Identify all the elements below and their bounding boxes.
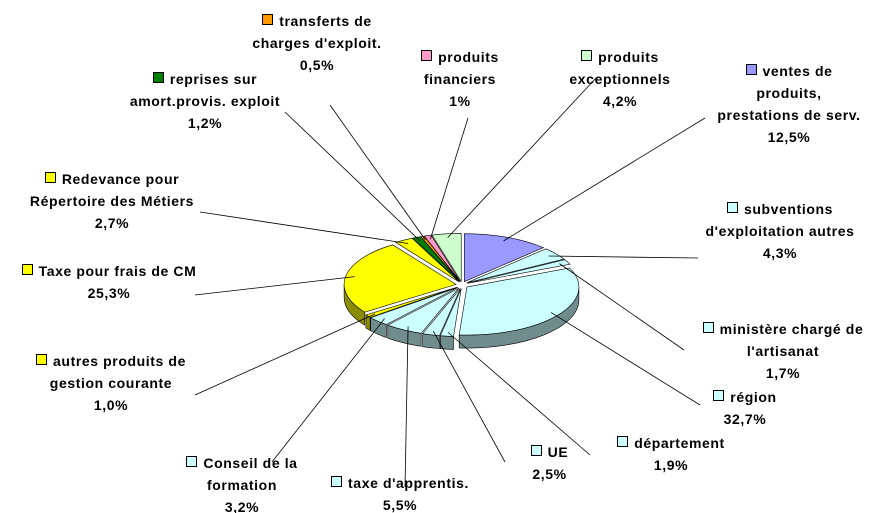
label-name: ventes de produits, prestations de serv.: [717, 63, 861, 123]
data-label: reprises sur amort.provis. exploit 1,2%: [120, 68, 290, 134]
data-label: autres produits de gestion courante 1,0%: [16, 350, 206, 416]
legend-swatch: [745, 64, 757, 75]
slice: [458, 267, 580, 336]
legend-swatch: [581, 50, 593, 61]
leader-line: [548, 255, 699, 259]
slice: [431, 233, 462, 283]
label-name: taxe d'apprentis.: [348, 475, 469, 491]
slice: [467, 259, 571, 284]
leader-line: [429, 117, 469, 240]
legend-swatch: [713, 390, 725, 401]
label-value: 3,2%: [224, 499, 260, 513]
label-value: 4,2%: [602, 93, 638, 109]
legend-swatch: [44, 172, 56, 183]
label-name: subventions d'exploitation autres: [705, 201, 855, 239]
data-label: Conseil de la formation 3,2%: [152, 452, 332, 513]
legend-swatch: [262, 14, 274, 25]
leader-line: [194, 276, 355, 296]
label-name: Redevance pour Répertoire des Métiers: [29, 171, 195, 209]
slice: [466, 248, 565, 284]
legend-swatch: [726, 202, 738, 213]
label-value: 1%: [449, 93, 471, 109]
data-label: département 1,9%: [596, 432, 746, 476]
slice: [463, 233, 545, 283]
legend-swatch: [21, 264, 33, 275]
label-value: 4,3%: [762, 245, 798, 261]
label-name: ministère chargé de l'artisanat: [719, 321, 864, 359]
leader-line: [194, 313, 376, 396]
data-label: UE 2,5%: [512, 441, 587, 485]
label-value: 1,0%: [93, 397, 129, 413]
label-name: département: [634, 435, 725, 451]
leader-line: [432, 330, 506, 463]
leader-line: [199, 211, 409, 244]
label-name: produits financiers: [423, 49, 499, 87]
leader-line: [271, 318, 385, 463]
data-label: Taxe pour frais de CM 25,3%: [14, 260, 204, 304]
data-label: produits exceptionnels 4,2%: [540, 46, 700, 112]
leader-line: [447, 77, 597, 238]
label-name: transferts de charges d'exploit.: [252, 13, 382, 51]
label-name: reprises sur amort.provis. exploit: [129, 71, 281, 109]
legend-swatch: [331, 476, 343, 487]
leader-line: [329, 104, 426, 241]
legend-swatch: [36, 354, 48, 365]
label-name: Taxe pour frais de CM: [38, 263, 197, 279]
slice: [365, 286, 458, 318]
slice: [387, 287, 460, 334]
label-value: 1,7%: [765, 365, 801, 381]
legend-swatch: [186, 456, 198, 467]
slice: [439, 288, 462, 337]
label-value: 1,2%: [187, 115, 223, 131]
label-value: 25,3%: [87, 285, 131, 301]
slice: [369, 287, 458, 325]
legend-swatch: [617, 436, 629, 447]
label-value: 5,5%: [382, 497, 418, 513]
leader-line: [284, 111, 421, 242]
legend-swatch: [421, 50, 433, 61]
legend-swatch: [152, 72, 164, 83]
data-label: ventes de produits, prestations de serv.…: [714, 60, 864, 148]
label-name: autres produits de gestion courante: [49, 353, 186, 391]
label-value: 2,7%: [94, 215, 130, 231]
data-label: subventions d'exploitation autres 4,3%: [700, 198, 860, 264]
legend-swatch: [530, 445, 542, 456]
legend-swatch: [702, 322, 714, 333]
leader-line: [404, 326, 409, 488]
slice: [421, 288, 461, 336]
slice: [423, 234, 461, 282]
data-label: taxe d'apprentis. 5,5%: [305, 472, 495, 513]
label-name: produits exceptionnels: [569, 49, 671, 87]
leader-line: [503, 117, 706, 242]
label-value: 1,9%: [653, 457, 689, 473]
data-label: produits financiers 1%: [405, 46, 515, 112]
leader-line: [559, 263, 685, 351]
label-name: Conseil de la formation: [203, 455, 298, 493]
data-label: transferts de charges d'exploit. 0,5%: [252, 10, 382, 76]
slice-side: [422, 333, 440, 349]
data-label: ministère chargé de l'artisanat 1,7%: [688, 318, 877, 384]
slice: [394, 237, 460, 283]
data-label: région 32,7%: [700, 386, 790, 430]
label-value: 32,7%: [723, 411, 767, 427]
label-name: région: [730, 389, 777, 405]
label-value: 0,5%: [299, 57, 335, 73]
label-value: 2,5%: [532, 466, 567, 482]
slice: [343, 244, 457, 313]
data-label: Redevance pour Répertoire des Métiers 2,7…: [12, 168, 212, 234]
label-name: UE: [547, 444, 569, 460]
label-value: 12,5%: [767, 129, 811, 145]
leader-line: [550, 312, 701, 406]
leader-line: [447, 332, 591, 456]
